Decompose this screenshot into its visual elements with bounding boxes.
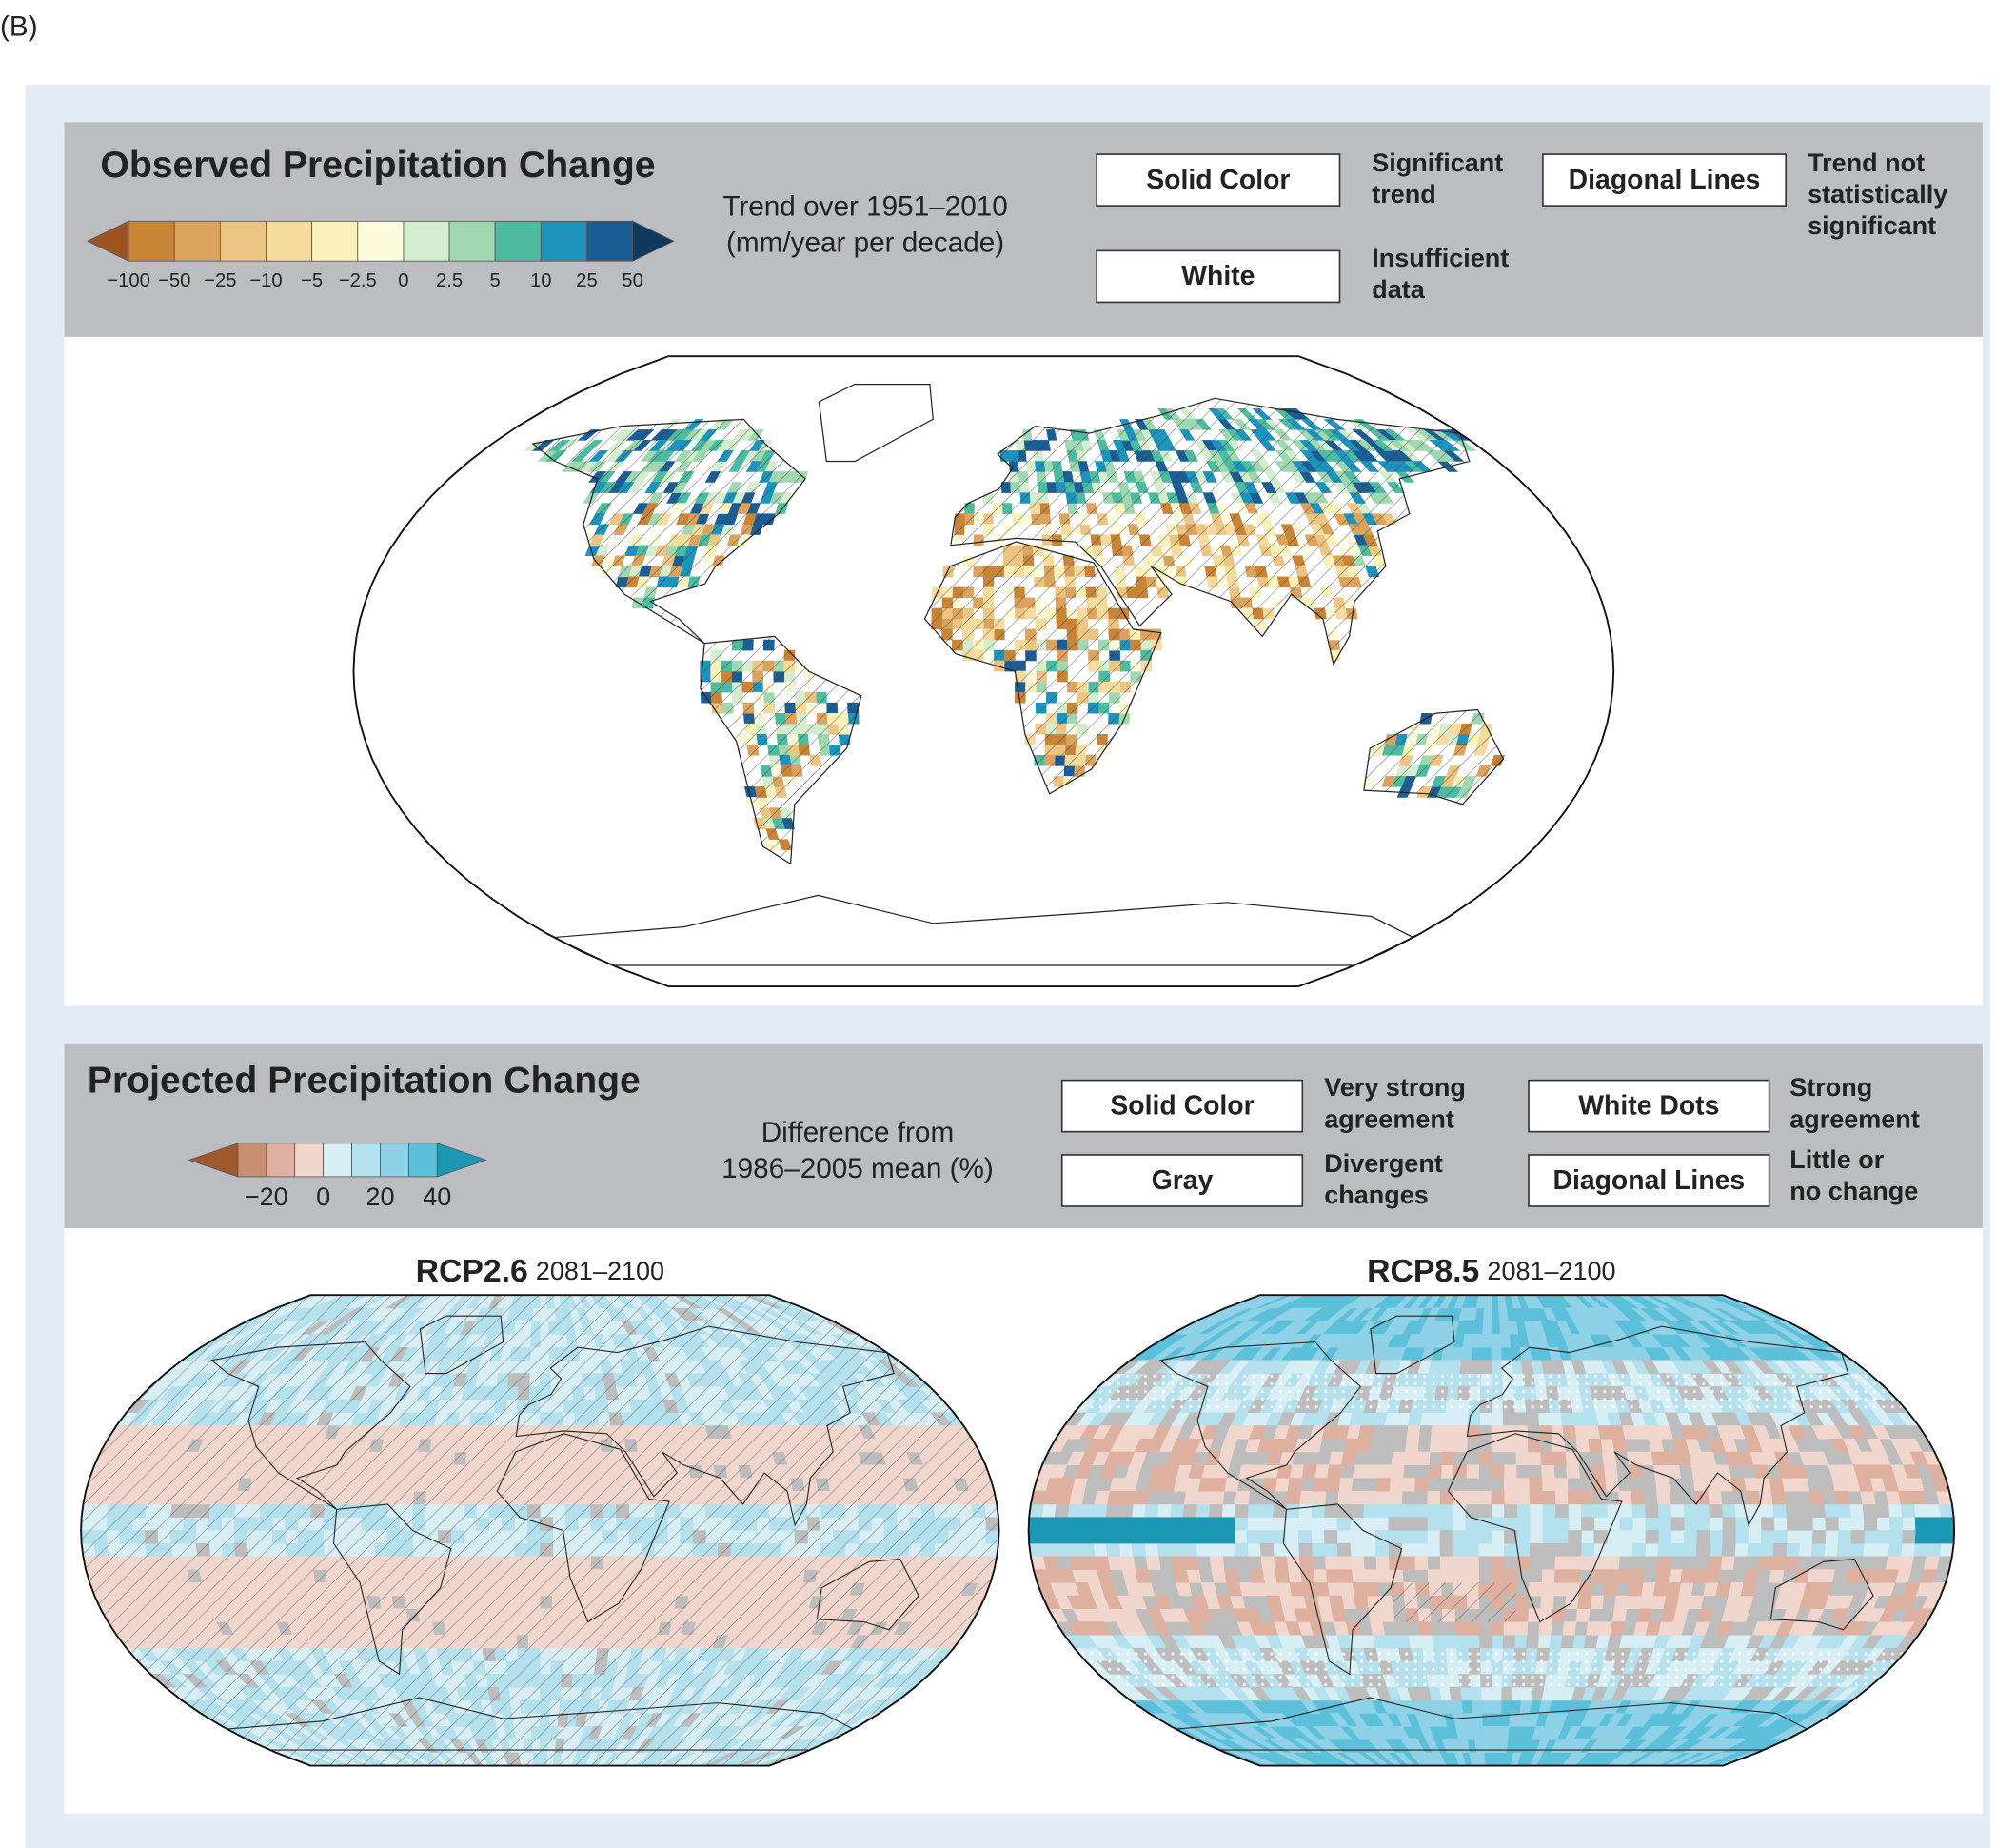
legend-key: White Dots xyxy=(1578,1090,1719,1121)
dots-overlay xyxy=(1074,1373,1909,1688)
legend-description: trend xyxy=(1372,180,1435,209)
colorbar-segment xyxy=(380,1143,409,1178)
colorbar-segment xyxy=(311,220,359,262)
change-cells xyxy=(1030,1425,1950,1636)
colorbar-label: 10 xyxy=(530,270,552,291)
legend-key-box xyxy=(1528,1154,1770,1207)
hatch-overlay xyxy=(1390,1582,1517,1622)
colorbar-label: −25 xyxy=(204,270,236,291)
period: 2081–2100 xyxy=(536,1257,664,1285)
colorbar-segment xyxy=(586,220,633,262)
projected-units: Difference from xyxy=(761,1117,955,1148)
legend-description: Little or xyxy=(1789,1145,1884,1174)
colorbar-label: −100 xyxy=(107,270,150,291)
coastline xyxy=(210,1315,919,1751)
colorbar-label: 25 xyxy=(576,270,598,291)
legend-key-box xyxy=(1060,1154,1304,1207)
legend-description: significant xyxy=(1808,211,1936,240)
legend-description: data xyxy=(1372,275,1426,304)
projected-title: Projected Precipitation Change xyxy=(88,1061,641,1102)
colorbar-segment xyxy=(448,220,496,262)
map-title: RCP8.5 2081–2100 xyxy=(1367,1253,1615,1289)
legend-description: Divergent xyxy=(1324,1149,1443,1178)
colorbar-segment xyxy=(266,220,313,262)
colorbar-label: 50 xyxy=(622,270,643,291)
colorbar-label: 0 xyxy=(316,1182,330,1211)
map xyxy=(81,1295,999,1766)
legend-key: Solid Color xyxy=(1146,165,1290,195)
legend-description: Trend not xyxy=(1808,149,1925,177)
colorbar-arrow xyxy=(436,1143,487,1178)
scenario: RCP8.5 xyxy=(1367,1253,1479,1289)
colorbar-segment xyxy=(403,220,450,262)
colorbar-label: −20 xyxy=(245,1182,288,1211)
period: 2081–2100 xyxy=(1487,1257,1615,1285)
colorbar-segment xyxy=(540,220,587,262)
colorbar-label: 40 xyxy=(423,1182,451,1211)
observed-units: Trend over 1951–2010 xyxy=(722,191,1007,223)
colorbar-segment xyxy=(173,220,221,262)
colorbar-label: 2.5 xyxy=(436,270,463,291)
hatch-overlay xyxy=(532,398,1504,864)
colorbar-label: −50 xyxy=(158,270,190,291)
coastline xyxy=(531,383,1505,966)
hatch-overlay xyxy=(81,1295,999,1766)
observed-title: Observed Precipitation Change xyxy=(100,145,655,186)
legend-description: Insufficient xyxy=(1372,244,1509,272)
map-border xyxy=(1027,1294,1956,1767)
colorbar-segment xyxy=(494,220,542,262)
colorbar-segment xyxy=(128,220,175,262)
projected-units: 1986–2005 mean (%) xyxy=(721,1153,994,1184)
colorbar-segment xyxy=(351,1143,381,1178)
legend-key-box xyxy=(1096,153,1341,207)
legend-description: agreement xyxy=(1789,1104,1920,1133)
map-title: RCP2.6 2081–2100 xyxy=(416,1253,664,1289)
legend-key-box xyxy=(1060,1079,1304,1133)
map xyxy=(524,383,1506,966)
colorbar-label: 20 xyxy=(366,1182,394,1211)
legend-description: Very strong xyxy=(1324,1073,1466,1102)
legend-description: no change xyxy=(1789,1177,1918,1205)
legend-description: Strong xyxy=(1789,1073,1872,1102)
legend-description: agreement xyxy=(1324,1104,1454,1133)
colorbar-segment xyxy=(266,1143,296,1178)
legend-key: Solid Color xyxy=(1110,1090,1254,1121)
colorbar-segment xyxy=(219,220,267,262)
change-cells xyxy=(1028,1517,1955,1544)
colorbar-label: −2.5 xyxy=(339,270,377,291)
colorbar-label: −5 xyxy=(301,270,323,291)
map-border xyxy=(352,355,1615,987)
legend-description: Significant xyxy=(1372,149,1503,177)
legend-description: statistically xyxy=(1808,180,1947,209)
legend-description: changes xyxy=(1324,1181,1429,1209)
colorbar-segment xyxy=(294,1143,325,1178)
scenario: RCP2.6 xyxy=(416,1253,528,1289)
colorbar-label: 5 xyxy=(490,270,501,291)
legend-key: Gray xyxy=(1152,1165,1214,1196)
colorbar-label: −10 xyxy=(249,270,282,291)
colorbar-arrow xyxy=(632,220,675,262)
legend-key: White xyxy=(1181,261,1255,291)
colorbar-label: 0 xyxy=(398,270,408,291)
legend-key-box xyxy=(1528,1079,1770,1133)
map xyxy=(1028,1295,1955,1766)
legend-key-box xyxy=(1542,153,1788,207)
colorbar-segment xyxy=(407,1143,438,1178)
colorbar-segment xyxy=(357,220,405,262)
colorbar-segment xyxy=(237,1143,267,1178)
legend-key-box xyxy=(1096,249,1341,304)
coastline xyxy=(1158,1315,1874,1751)
content: −100 −50 −25 −10 −5 −2.5 0 2.5 5 10 25 50 −20 0 20 40 So… xyxy=(80,149,1956,1767)
map-border xyxy=(80,1294,1000,1767)
legend-key: Diagonal Lines xyxy=(1552,1165,1745,1196)
figure-label: (B) xyxy=(0,11,38,43)
legend-key: Diagonal Lines xyxy=(1569,165,1761,195)
colorbar-segment xyxy=(323,1143,352,1178)
observed-units: (mm/year per decade) xyxy=(726,227,1004,258)
